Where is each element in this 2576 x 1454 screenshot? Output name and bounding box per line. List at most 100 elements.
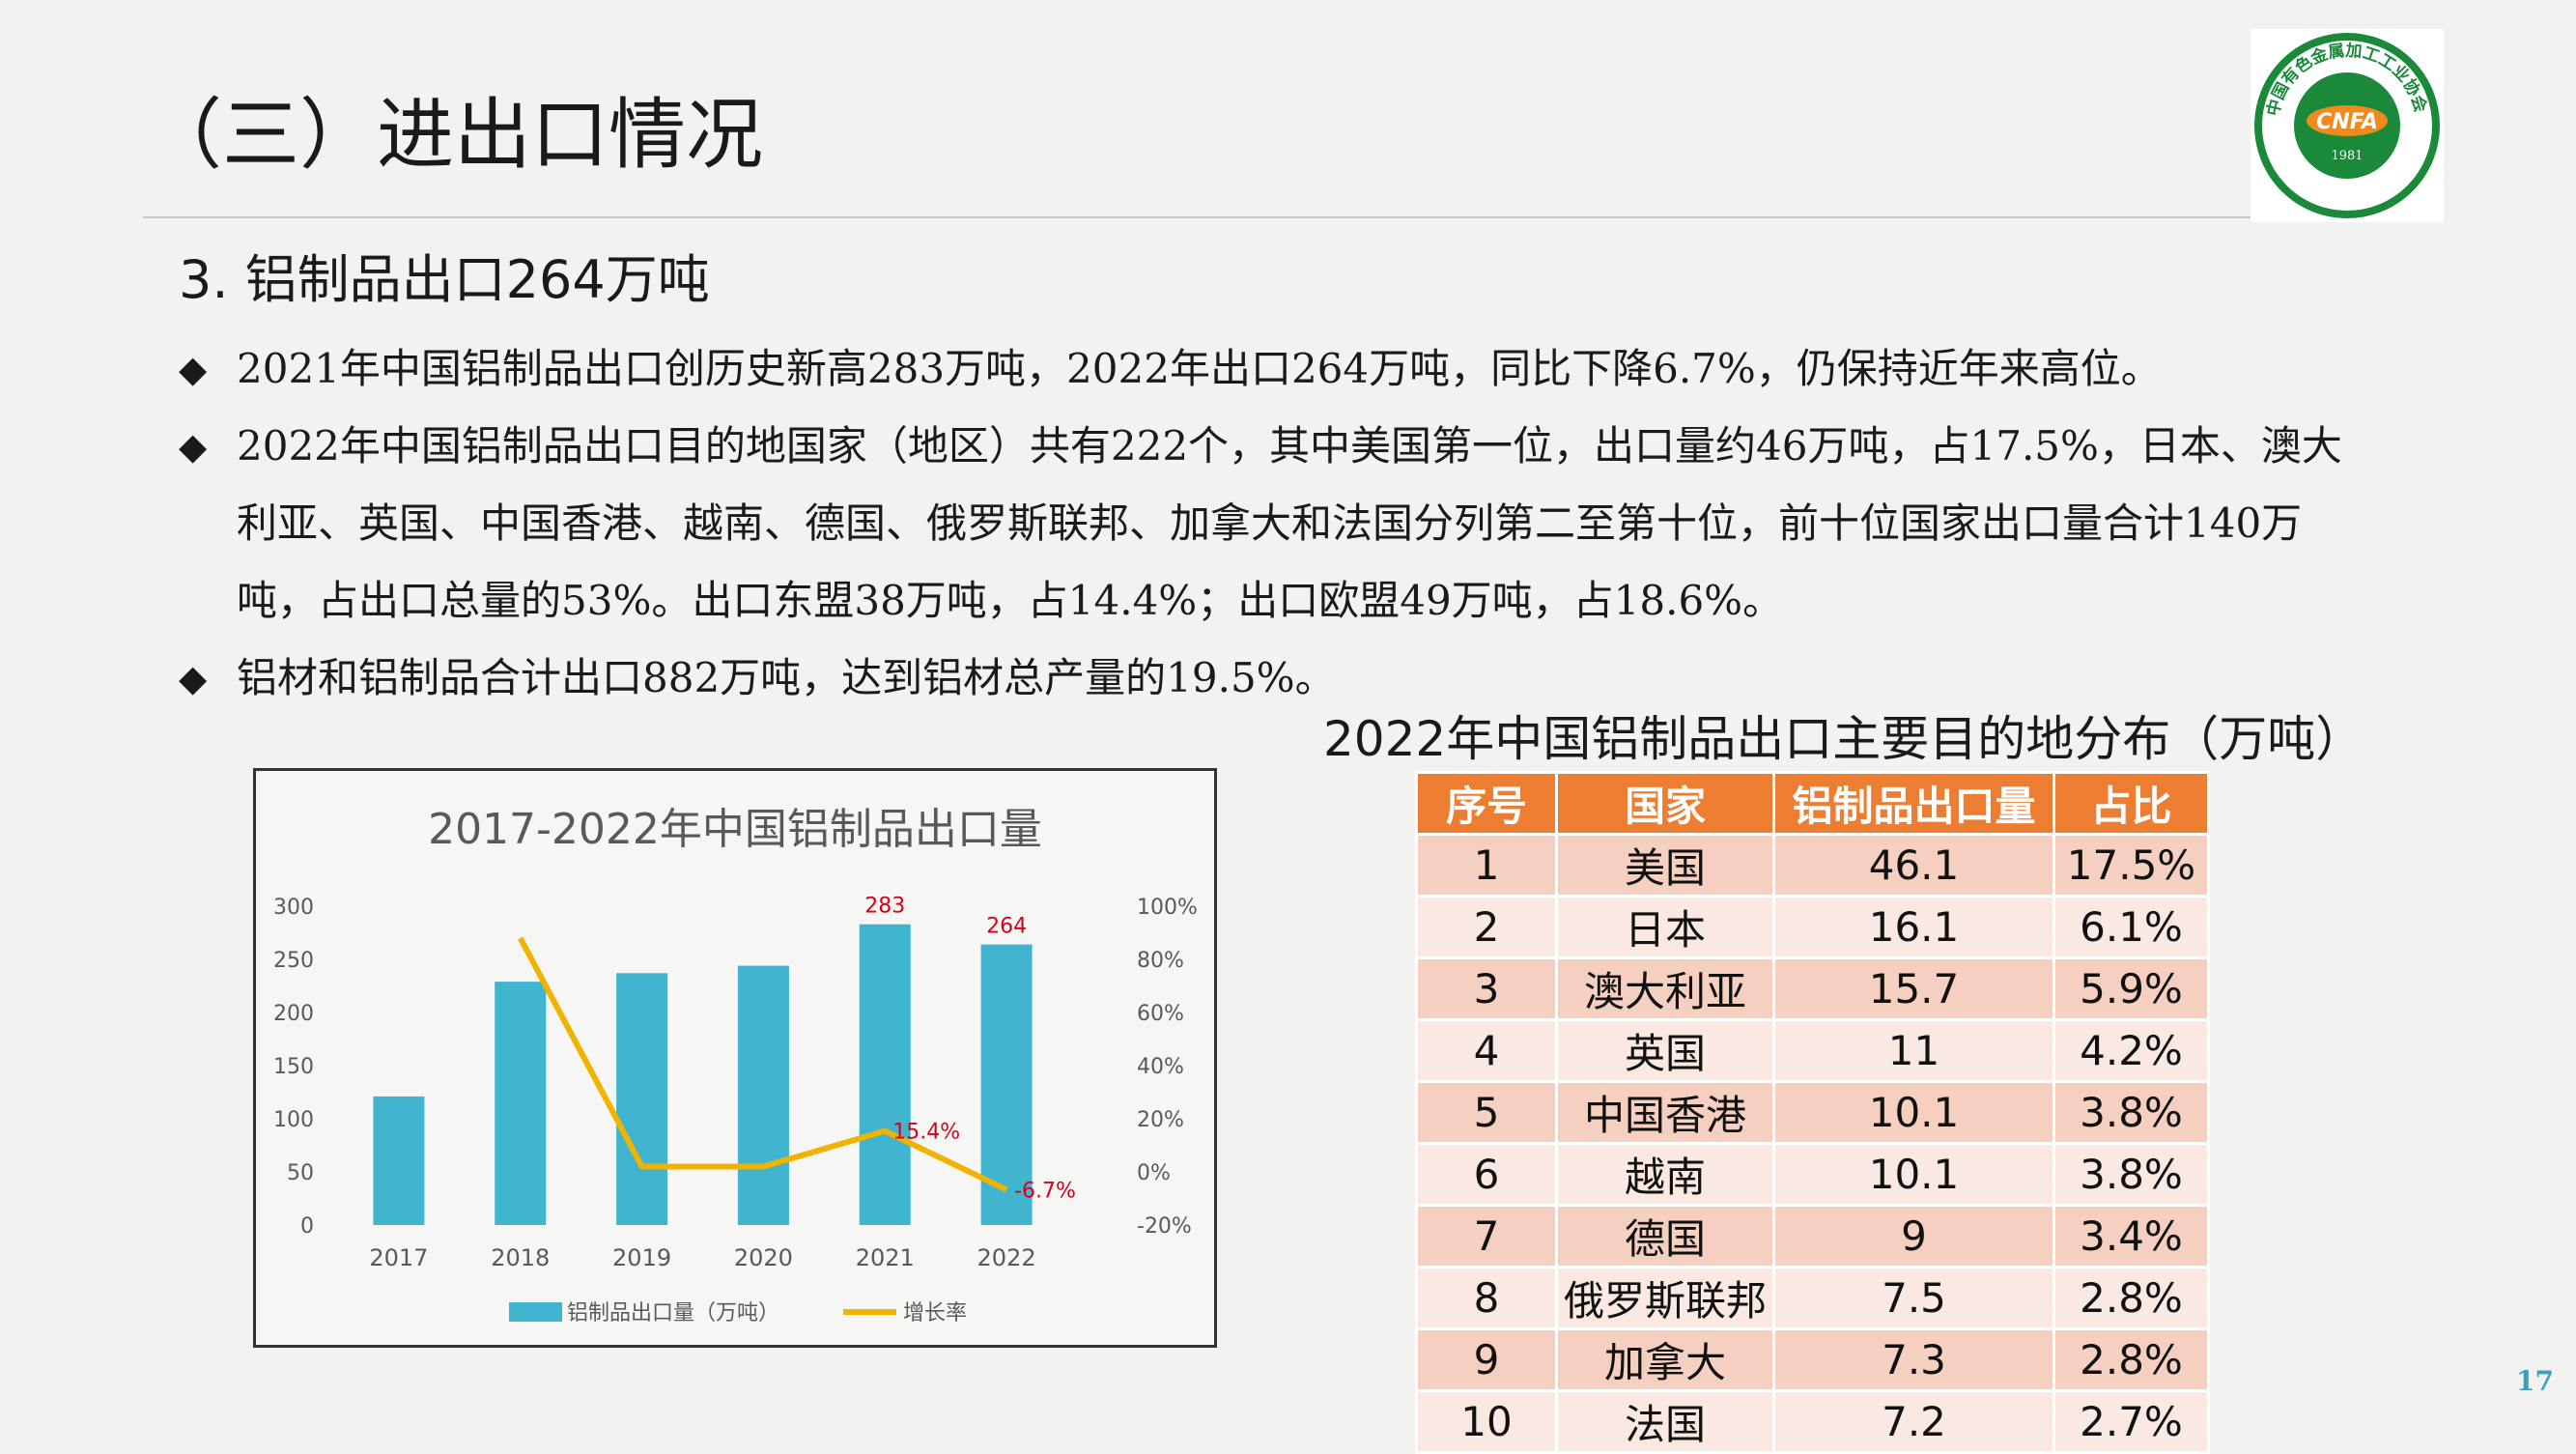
y-left-tick-label: 200 bbox=[273, 1002, 314, 1026]
y-right-tick-label: 0% bbox=[1137, 1161, 1171, 1185]
table-row: 10 法国 7.2 2.7% bbox=[1415, 1389, 2210, 1454]
export-chart-svg: 2017-2022年中国铝制品出口量 0 50 100 150 200 250 300 -20%… bbox=[273, 805, 1198, 1326]
bullet-item: ◆ 铝材和铝制品合计出口882万吨，达到铝材总产量的19.5%。 bbox=[179, 640, 2371, 717]
y-right-tick-label: 40% bbox=[1137, 1055, 1184, 1079]
x-tick-label: 2022 bbox=[977, 1244, 1036, 1271]
section-subtitle: 3. 铝制品出口264万吨 bbox=[179, 249, 710, 310]
export-volume-cell: 46.1 bbox=[1772, 833, 2055, 898]
export-volume-cell: 16.1 bbox=[1772, 895, 2055, 959]
country-cell: 澳大利亚 bbox=[1555, 956, 1775, 1021]
rank-cell: 8 bbox=[1415, 1266, 1558, 1330]
diamond-bullet-icon: ◆ bbox=[179, 657, 208, 699]
y-right-tick-label: 100% bbox=[1137, 896, 1198, 920]
share-cell: 5.9% bbox=[2052, 956, 2210, 1021]
column-header: 铝制品出口量 bbox=[1772, 771, 2055, 836]
title-divider bbox=[143, 216, 2434, 218]
country-cell: 日本 bbox=[1555, 895, 1775, 959]
y-left-tick-label: 50 bbox=[287, 1161, 314, 1185]
share-cell: 6.1% bbox=[2052, 895, 2210, 959]
bar-2020 bbox=[737, 965, 789, 1225]
legend-bar-swatch bbox=[509, 1302, 562, 1322]
x-tick-label: 2017 bbox=[369, 1244, 428, 1271]
table-header-row: 序号 国家 铝制品出口量 占比 bbox=[1415, 771, 2210, 836]
y-left-tick-label: 0 bbox=[300, 1214, 314, 1239]
y-left-tick-label: 150 bbox=[273, 1055, 314, 1079]
y-right-tick-label: 20% bbox=[1137, 1108, 1184, 1132]
slide-title: （三）进出口情况 bbox=[145, 90, 763, 180]
rank-cell: 3 bbox=[1415, 956, 1558, 1021]
share-cell: 2.8% bbox=[2052, 1266, 2210, 1330]
country-cell: 英国 bbox=[1555, 1018, 1775, 1083]
export-volume-cell: 7.5 bbox=[1772, 1266, 2055, 1330]
table-row: 8 俄罗斯联邦 7.5 2.8% bbox=[1415, 1266, 2210, 1330]
share-cell: 3.4% bbox=[2052, 1204, 2210, 1269]
table-row: 1 美国 46.1 17.5% bbox=[1415, 833, 2210, 898]
country-cell: 德国 bbox=[1555, 1204, 1775, 1269]
table-row: 7 德国 9 3.4% bbox=[1415, 1204, 2210, 1269]
rank-cell: 10 bbox=[1415, 1389, 1558, 1454]
rank-cell: 4 bbox=[1415, 1018, 1558, 1083]
bullet-text: 铝材和铝制品合计出口882万吨，达到铝材总产量的19.5%。 bbox=[237, 654, 1336, 701]
export-volume-cell: 11 bbox=[1772, 1018, 2055, 1083]
export-chart: 2017-2022年中国铝制品出口量 0 50 100 150 200 250 300 -20%… bbox=[253, 768, 1217, 1348]
export-volume-cell: 10.1 bbox=[1772, 1080, 2055, 1145]
cnfa-logo: 中国有色金属加工工业协会 CNFA 1981 bbox=[2250, 29, 2444, 222]
bullet-item: ◆ 2022年中国铝制品出口目的地国家（地区）共有222个，其中美国第一位，出口… bbox=[179, 408, 2371, 640]
country-cell: 加拿大 bbox=[1555, 1327, 1775, 1392]
bar-2021 bbox=[859, 924, 911, 1225]
table-row: 9 加拿大 7.3 2.8% bbox=[1415, 1327, 2210, 1392]
table-row: 6 越南 10.1 3.8% bbox=[1415, 1142, 2210, 1207]
country-cell: 俄罗斯联邦 bbox=[1555, 1266, 1775, 1330]
column-header: 序号 bbox=[1415, 771, 1558, 836]
country-cell: 越南 bbox=[1555, 1142, 1775, 1207]
share-cell: 2.7% bbox=[2052, 1389, 2210, 1454]
line-data-label: 15.4% bbox=[892, 1121, 960, 1145]
rank-cell: 1 bbox=[1415, 833, 1558, 898]
country-cell: 中国香港 bbox=[1555, 1080, 1775, 1145]
logo-year: 1981 bbox=[2331, 149, 2363, 163]
export-volume-cell: 15.7 bbox=[1772, 956, 2055, 1021]
table-row: 2 日本 16.1 6.1% bbox=[1415, 895, 2210, 959]
bar-data-label: 283 bbox=[864, 895, 905, 919]
column-header: 国家 bbox=[1555, 771, 1775, 836]
x-tick-label: 2020 bbox=[734, 1244, 793, 1271]
rank-cell: 5 bbox=[1415, 1080, 1558, 1145]
chart-title: 2017-2022年中国铝制品出口量 bbox=[428, 805, 1042, 854]
export-volume-cell: 10.1 bbox=[1772, 1142, 2055, 1207]
table-title: 2022年中国铝制品出口主要目的地分布（万吨） bbox=[1323, 711, 2364, 767]
bullet-text: 2021年中国铝制品出口创历史新高283万吨，2022年出口264万吨，同比下降… bbox=[237, 345, 2162, 392]
x-tick-label: 2021 bbox=[856, 1244, 915, 1271]
country-cell: 美国 bbox=[1555, 833, 1775, 898]
table-row: 5 中国香港 10.1 3.8% bbox=[1415, 1080, 2210, 1145]
y-right-tick-label: -20% bbox=[1137, 1214, 1192, 1239]
diamond-bullet-icon: ◆ bbox=[179, 348, 208, 390]
logo-mark: CNFA bbox=[2316, 110, 2378, 134]
column-header: 占比 bbox=[2052, 771, 2210, 836]
y-right-tick-label: 60% bbox=[1137, 1002, 1184, 1026]
share-cell: 2.8% bbox=[2052, 1327, 2210, 1392]
table-row: 3 澳大利亚 15.7 5.9% bbox=[1415, 956, 2210, 1021]
country-cell: 法国 bbox=[1555, 1389, 1775, 1454]
page-number: 17 bbox=[2516, 1365, 2554, 1397]
legend-bar-label: 铝制品出口量（万吨） bbox=[567, 1301, 779, 1326]
export-volume-cell: 9 bbox=[1772, 1204, 2055, 1269]
share-cell: 17.5% bbox=[2052, 833, 2210, 898]
rank-cell: 6 bbox=[1415, 1142, 1558, 1207]
bar-2018 bbox=[495, 982, 547, 1225]
rank-cell: 2 bbox=[1415, 895, 1558, 959]
legend-line-label: 增长率 bbox=[903, 1301, 967, 1326]
rank-cell: 7 bbox=[1415, 1204, 1558, 1269]
bullet-text: 2022年中国铝制品出口目的地国家（地区）共有222个，其中美国第一位，出口量约… bbox=[237, 422, 2342, 624]
table-row: 4 英国 11 4.2% bbox=[1415, 1018, 2210, 1083]
share-cell: 3.8% bbox=[2052, 1080, 2210, 1145]
bullet-item: ◆ 2021年中国铝制品出口创历史新高283万吨，2022年出口264万吨，同比… bbox=[179, 330, 2371, 408]
export-volume-cell: 7.3 bbox=[1772, 1327, 2055, 1392]
export-volume-cell: 7.2 bbox=[1772, 1389, 2055, 1454]
bar-data-label: 264 bbox=[986, 915, 1027, 939]
diamond-bullet-icon: ◆ bbox=[179, 425, 208, 468]
rank-cell: 9 bbox=[1415, 1327, 1558, 1392]
y-left-tick-label: 300 bbox=[273, 896, 314, 920]
y-left-tick-label: 250 bbox=[273, 949, 314, 973]
growth-rate-line bbox=[518, 936, 1008, 1193]
x-tick-label: 2019 bbox=[612, 1244, 671, 1271]
